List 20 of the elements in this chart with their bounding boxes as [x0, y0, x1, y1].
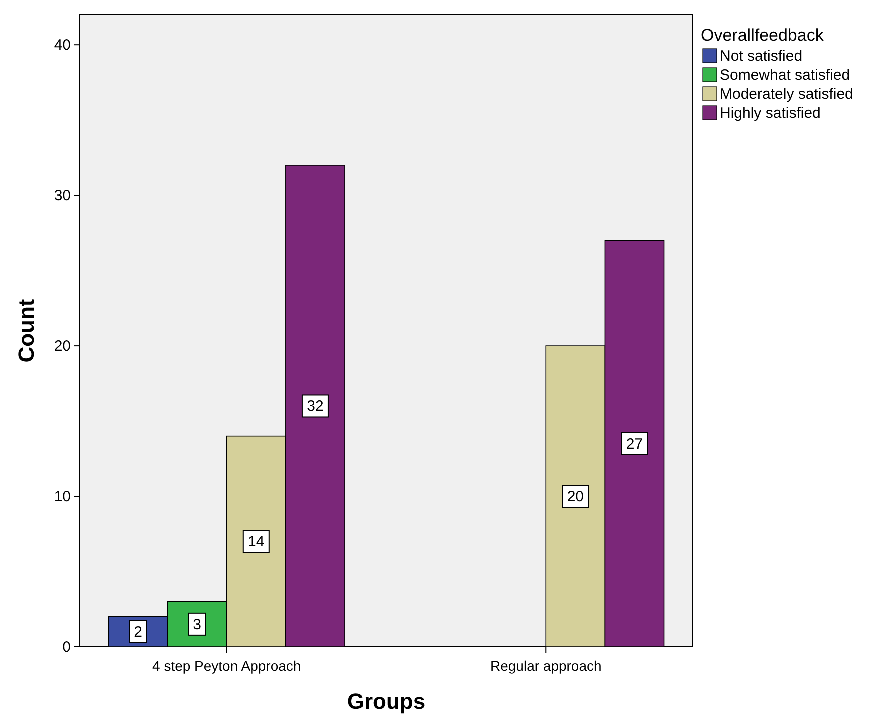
- data-label: 32: [307, 398, 324, 416]
- legend-label: Not satisfied: [720, 48, 803, 65]
- legend-label: Somewhat satisfied: [720, 67, 850, 84]
- y-tick-label: 10: [54, 488, 71, 506]
- legend-label: Moderately satisfied: [720, 86, 854, 103]
- y-tick-label: 20: [54, 338, 71, 356]
- x-tick-label: 4 step Peyton Approach: [152, 658, 302, 674]
- data-label: 2: [134, 624, 142, 641]
- y-tick-label: 40: [54, 37, 71, 54]
- x-tick-label: Regular approach: [490, 658, 602, 674]
- data-label: 3: [193, 616, 202, 634]
- legend-label: Highly satisfied: [720, 105, 821, 122]
- y-axis-title: Count: [14, 298, 39, 363]
- x-axis-title: Groups: [347, 689, 426, 714]
- y-tick-label: 30: [54, 188, 71, 205]
- y-tick-label: 0: [62, 639, 71, 656]
- data-label: 14: [248, 534, 265, 551]
- data-label: 20: [567, 488, 584, 506]
- data-label: 27: [626, 436, 644, 453]
- legend-title: Overallfeedback: [701, 26, 824, 45]
